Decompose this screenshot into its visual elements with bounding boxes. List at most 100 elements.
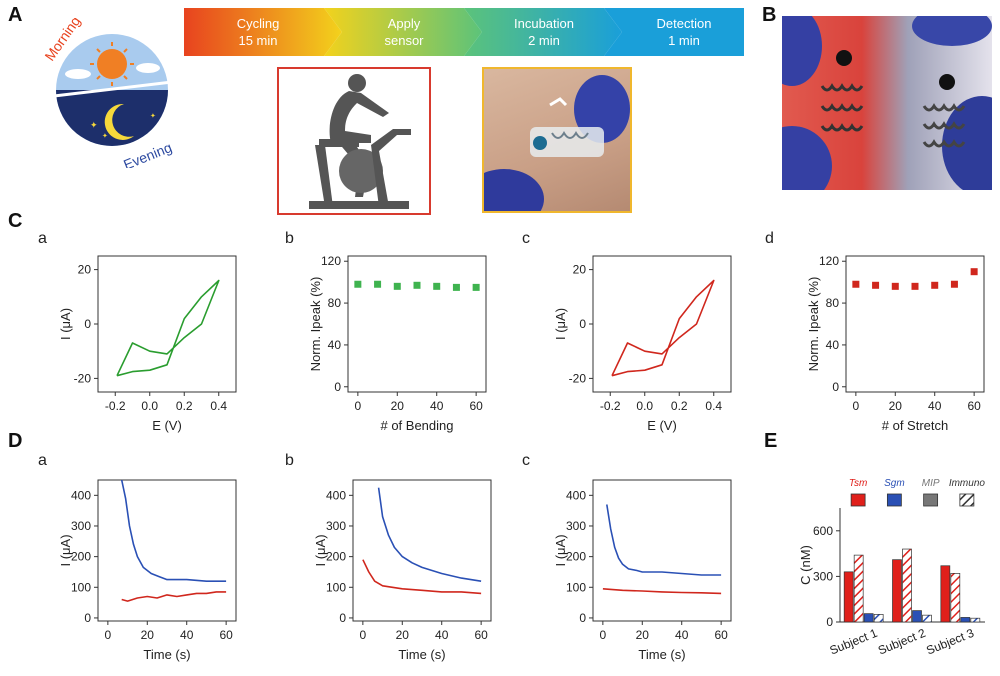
y-tick-label: 400 <box>71 488 91 502</box>
sensor-on-skin-photo <box>482 67 632 213</box>
x-tick-label: 0 <box>853 399 860 413</box>
y-tick-label: -20 <box>569 371 587 385</box>
bar <box>970 617 981 623</box>
step-arrow-3 <box>464 8 622 56</box>
y-axis-label: I (μA) <box>58 308 73 340</box>
x-tick-label: 60 <box>219 628 233 642</box>
cyclist-icon <box>309 74 411 209</box>
moon-icon <box>104 103 134 140</box>
x-tick-label: 0 <box>355 399 362 413</box>
y-tick-label: 100 <box>326 580 346 594</box>
y-axis-label: I (μA) <box>553 534 568 566</box>
series-line-1 <box>606 504 722 576</box>
morning-evening-clock: ✦ ✦ ✦ Morning Evening <box>41 18 174 168</box>
plot-frame <box>347 255 487 393</box>
data-point <box>393 282 401 290</box>
x-tick-label: 40 <box>430 399 444 413</box>
process-timeline: Cycling 15 min Apply sensor Incubation 2 min D… <box>184 8 762 56</box>
y-tick-label: 0 <box>334 380 341 394</box>
plot-frame <box>352 479 492 622</box>
category-label: Subject 3 <box>924 626 976 658</box>
sun-icon <box>97 49 127 79</box>
data-point <box>374 280 382 288</box>
data-point <box>413 281 421 289</box>
cycling-illustration <box>277 67 431 215</box>
svg-text:✦: ✦ <box>102 132 108 140</box>
chart-cv-green: -0.2 0.0 0.2 0.4 -20 0 20 E (V) I (μA) <box>58 255 237 433</box>
category-label: Subject 1 <box>828 626 880 658</box>
legend-swatch <box>923 493 939 507</box>
x-tick-label: 20 <box>391 399 405 413</box>
svg-text:✦: ✦ <box>90 120 98 130</box>
data-point <box>931 281 939 289</box>
y-tick-label: 0 <box>826 615 833 629</box>
x-axis-label: Time (s) <box>638 647 685 662</box>
y-tick-label: 300 <box>566 519 586 533</box>
legend-label: MIP <box>922 478 940 489</box>
data-point <box>433 282 441 290</box>
y-tick-label: 0 <box>832 380 839 394</box>
x-tick-label: 40 <box>435 628 449 642</box>
bar <box>922 614 932 623</box>
y-tick-label: 120 <box>321 254 341 268</box>
bar <box>912 610 922 623</box>
x-tick-label: 20 <box>636 628 650 642</box>
data-point <box>911 282 919 290</box>
x-tick-label: 0.0 <box>141 399 158 413</box>
data-point <box>970 268 978 276</box>
step-duration-3: 2 min <box>528 33 560 48</box>
chart-stretch: 0 20 40 60 0 40 80 120 # of Stretch Norm. Ipeak (… <box>806 254 985 433</box>
panel-label-e: E <box>764 430 778 452</box>
y-tick-label: 0 <box>579 611 586 625</box>
bar <box>853 554 864 623</box>
chart-bending: 0 20 40 60 0 40 80 120 # of Bending Norm. Ipeak (… <box>308 254 487 433</box>
series-line-1 <box>611 279 715 377</box>
series-line-1 <box>120 479 227 582</box>
step-duration-1: 15 min <box>238 33 277 48</box>
bar <box>902 548 912 623</box>
x-tick-label: 60 <box>469 399 483 413</box>
sublabel-cd: d <box>765 230 774 247</box>
x-tick-label: 0 <box>600 628 607 642</box>
x-axis-label: # of Bending <box>380 418 453 433</box>
series-line-1 <box>116 279 220 377</box>
y-tick-label: 400 <box>566 488 586 502</box>
legend-label: Immuno <box>949 478 986 489</box>
legend-swatch <box>959 493 975 507</box>
chart-time-a: 0 20 40 60 0 100 200 300 400 Time (s) I (μA) <box>58 479 237 662</box>
x-tick-label: -0.2 <box>600 399 621 413</box>
step-duration-2: sensor <box>384 33 424 48</box>
x-tick-label: 0 <box>360 628 367 642</box>
x-tick-label: 0.4 <box>210 399 227 413</box>
legend-label: Sgm <box>884 478 905 489</box>
plot-frame <box>97 479 237 622</box>
x-tick-label: 60 <box>474 628 488 642</box>
data-point <box>891 282 899 290</box>
y-tick-label: 200 <box>71 550 91 564</box>
chart-time-b: 0 20 40 60 0 100 200 300 400 Time (s) I (μA) <box>313 479 492 662</box>
step-title-4: Detection <box>657 16 712 31</box>
step-title-3: Incubation <box>514 16 574 31</box>
plot-frame <box>845 255 985 393</box>
x-tick-label: 40 <box>180 628 194 642</box>
y-tick-label: 400 <box>326 488 346 502</box>
sublabel-cc: c <box>522 230 530 247</box>
bar <box>892 559 902 623</box>
panel-label-b: B <box>762 4 777 26</box>
chart-time-c: 0 20 40 60 0 100 200 300 400 Time (s) I (μA) <box>553 479 732 662</box>
x-tick-label: 20 <box>141 628 155 642</box>
x-tick-label: 20 <box>889 399 903 413</box>
x-tick-label: 0.0 <box>636 399 653 413</box>
panel-label-c: C <box>8 210 23 232</box>
y-axis-label: C (nM) <box>798 545 813 585</box>
legend-swatch <box>886 493 902 507</box>
sublabel-dc: c <box>522 452 530 469</box>
bar <box>843 571 854 623</box>
bar <box>863 613 874 623</box>
x-axis-label: E (V) <box>647 418 677 433</box>
step-arrow-1 <box>184 8 342 56</box>
step-title-1: Cycling <box>237 16 280 31</box>
series-line-1 <box>377 487 482 582</box>
data-point <box>472 283 480 291</box>
